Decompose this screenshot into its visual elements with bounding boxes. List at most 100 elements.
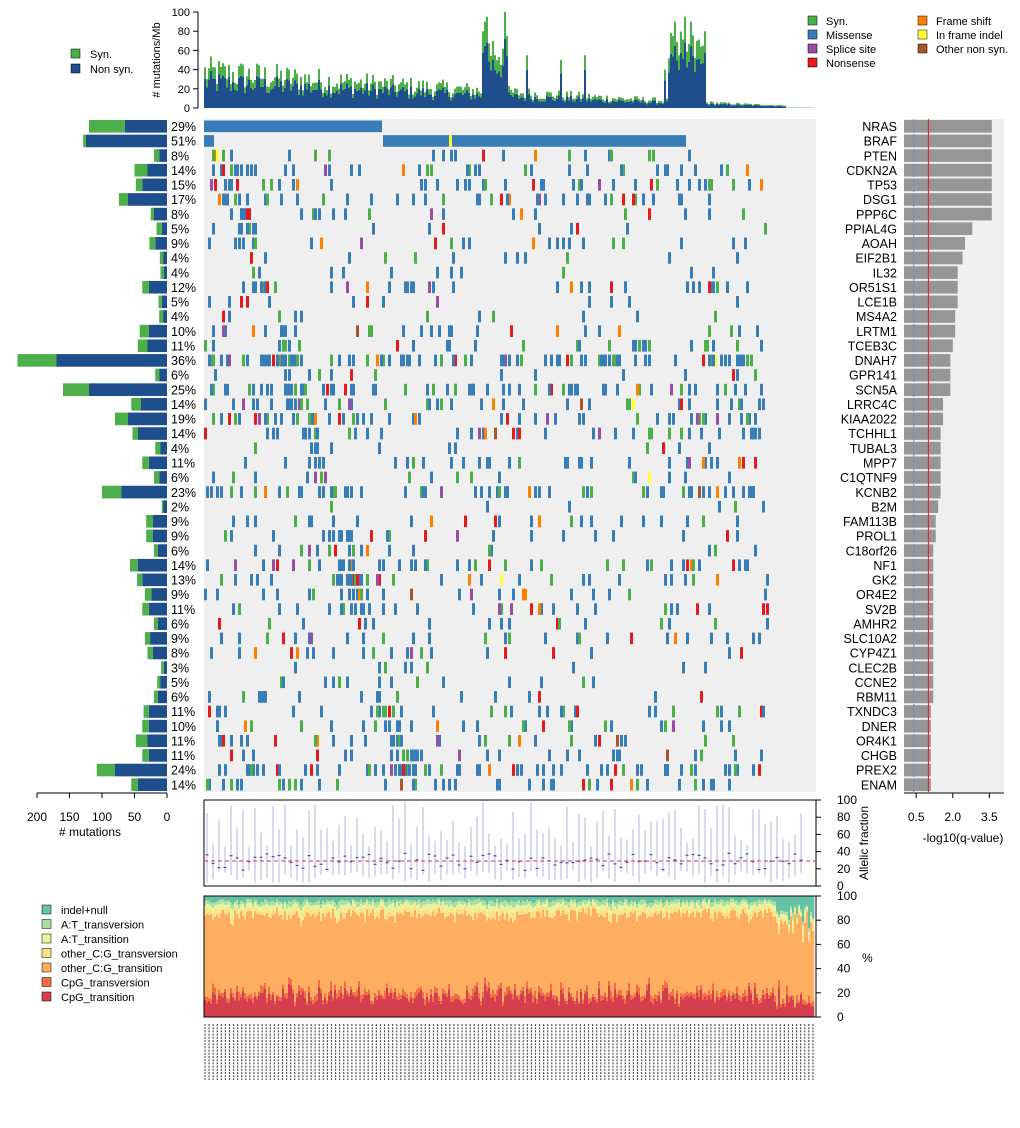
legend-swatch-frameshift	[917, 15, 928, 26]
count-bar-syn-ENAM	[131, 778, 138, 791]
cell-C18orf26-1	[348, 544, 351, 557]
spectrum-seg-271-3	[746, 908, 749, 915]
spectrum-seg-257-3	[718, 907, 721, 912]
burden-bar-syn-65	[334, 86, 336, 93]
cell-AOAH-4	[360, 237, 363, 250]
cell-CDKN2A-20	[694, 164, 697, 177]
spectrum-seg-39-1	[282, 984, 285, 989]
cell-TXNDC3-32	[490, 705, 493, 718]
spectrum-seg-254-1	[712, 983, 715, 991]
cell-TXNDC3-13	[388, 705, 391, 718]
spectrum-seg-135-3	[474, 908, 477, 913]
burden-bar-syn-215	[634, 96, 636, 100]
spectrum-seg-82-4	[368, 904, 371, 910]
cell-C18orf26-16	[328, 544, 331, 557]
cell-NF1-18	[292, 559, 295, 572]
cell-KIAA2022-14	[500, 413, 503, 425]
burden-bar-syn-77	[358, 82, 360, 90]
cell-GK2-20	[518, 574, 521, 586]
spectrum-seg-6-2	[216, 914, 219, 1000]
spectrum-seg-99-3	[402, 908, 405, 915]
cell-TXNDC3-3	[760, 705, 763, 718]
cell-LRRC4C-21	[480, 398, 483, 411]
spectrum-seg-76-0	[356, 995, 359, 1017]
cell-LRTM1-28	[430, 325, 433, 337]
spectrum-seg-70-4	[344, 904, 347, 913]
cell-SCN5A-40	[350, 383, 353, 396]
spectrum-seg-137-3	[478, 908, 481, 913]
spectrum-seg-252-4	[708, 900, 711, 906]
cell-TCHHL1-27	[494, 427, 497, 440]
spectrum-seg-89-5	[382, 899, 385, 902]
cell-AOAH-2	[234, 237, 237, 250]
spectrum-seg-126-3	[456, 908, 459, 913]
spectrum-seg-17-3	[238, 912, 241, 918]
spectrum-seg-124-6	[452, 896, 455, 903]
cell-TCHHL1-36	[754, 427, 757, 440]
cell-TCHHL1-8	[314, 427, 317, 440]
count-bar-nonsyn-BRAF	[85, 134, 167, 148]
spectrum-seg-135-0	[474, 991, 477, 1017]
spectrum-seg-125-6	[454, 896, 457, 902]
burden-bar-syn-204	[612, 98, 614, 101]
spectrum-seg-121-1	[446, 993, 449, 997]
burden-bar-syn-0	[204, 67, 206, 79]
spectrum-seg-4-1	[212, 983, 215, 993]
cell-OR4E2-21	[262, 588, 265, 601]
spectrum-tick-label-3: 60	[837, 937, 851, 951]
burden-bar-syn-73	[350, 77, 352, 87]
spectrum-seg-260-1	[724, 989, 727, 995]
burden-bar-syn-245	[694, 57, 696, 72]
spectrum-seg-104-0	[412, 1002, 415, 1017]
spectrum-seg-228-0	[660, 1002, 663, 1017]
spectrum-seg-125-2	[454, 922, 457, 994]
cell-SCN5A-45	[670, 383, 673, 396]
burden-bar-syn-54	[312, 83, 314, 91]
spectrum-seg-68-0	[340, 992, 343, 1017]
spectrum-seg-57-6	[318, 896, 321, 901]
spectrum-seg-87-4	[378, 904, 381, 912]
spectrum-seg-40-1	[284, 993, 287, 998]
spectrum-seg-87-3	[378, 911, 381, 919]
count-bar-syn-RBM11	[154, 690, 158, 704]
spectrum-seg-229-6	[662, 896, 665, 904]
spectrum-seg-287-3	[778, 926, 781, 935]
cell-PPIAL4G-3	[252, 222, 255, 235]
cell-CDKN2A-0	[524, 164, 527, 177]
spectrum-seg-132-1	[468, 992, 471, 999]
burden-bar-nonsyn-74	[352, 97, 354, 108]
spectrum-seg-75-2	[354, 912, 357, 993]
cell-DNER-20	[570, 720, 573, 732]
spectrum-seg-27-2	[258, 914, 261, 992]
cell-SCN5A-17	[374, 383, 377, 396]
cell-GPR141-0	[308, 369, 311, 381]
cell-PROL1-12	[338, 530, 341, 542]
cell-DNAH7-61	[300, 354, 303, 367]
burden-bar-nonsyn-167	[538, 101, 540, 108]
cell-KCNB2-52	[322, 486, 325, 498]
spectrum-seg-298-0	[800, 994, 803, 1017]
cell-PPIAL4G-10	[240, 222, 243, 235]
spectrum-seg-120-0	[444, 994, 447, 1017]
spectrum-seg-227-5	[658, 900, 661, 905]
count-bar-nonsyn-OR4K1	[147, 734, 167, 748]
spectrum-seg-224-6	[652, 896, 655, 903]
spectrum-seg-232-2	[668, 919, 671, 994]
spectrum-seg-298-6	[800, 896, 803, 910]
qvalue-bar-KCNB2	[904, 485, 941, 499]
spectrum-seg-161-5	[526, 899, 529, 905]
burden-bar-nonsyn-33	[270, 89, 272, 108]
cell-FAM113B-5	[642, 515, 645, 528]
spectrum-seg-124-0	[452, 1001, 455, 1017]
burden-bar-nonsyn-47	[298, 94, 300, 108]
spectrum-seg-128-2	[460, 913, 463, 1000]
spectrum-seg-35-6	[274, 896, 277, 903]
spectrum-seg-220-4	[644, 903, 647, 908]
spectrum-seg-242-3	[688, 913, 691, 917]
spectrum-seg-139-4	[482, 904, 485, 911]
spectrum-seg-120-3	[444, 911, 447, 919]
spectrum-seg-209-3	[622, 910, 625, 915]
burden-bar-nonsyn-121	[446, 89, 448, 108]
spectrum-seg-270-2	[744, 912, 747, 990]
cell-DNAH7-48	[210, 354, 213, 367]
